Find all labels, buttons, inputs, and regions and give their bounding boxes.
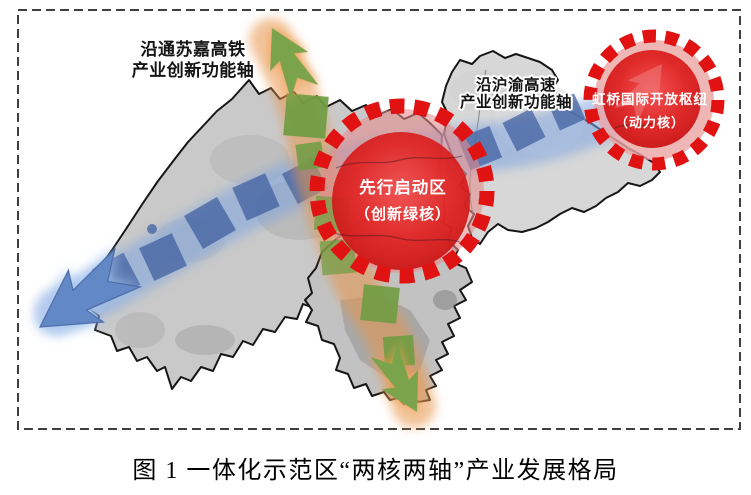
county-boundary-line — [335, 155, 463, 169]
axis-label-tongsujia-line2: 产业创新功能轴 — [132, 60, 255, 80]
axis-label-huyu-line1: 沿沪渝高速 — [476, 75, 556, 94]
blue-axis-node — [232, 173, 280, 221]
blue-axis-node — [184, 197, 236, 249]
blue-axis-dot — [147, 224, 157, 234]
green-axis-node — [283, 93, 329, 139]
figure-dashed-border — [17, 9, 741, 430]
axis-label-huyu-line2: 产业创新功能轴 — [460, 92, 572, 111]
hongqiao-core-title: 虹桥国际开放枢纽 — [592, 91, 708, 107]
hongqiao-core-inner-circle — [603, 50, 701, 148]
pilot-core-inner-circle — [332, 132, 470, 270]
hongqiao-core-dashed-ring — [583, 29, 725, 171]
county-boundaries — [329, 123, 653, 243]
map-patch-dark — [433, 290, 457, 310]
green-axis-node — [360, 284, 400, 324]
blue-axis-node — [502, 108, 546, 152]
pilot-core-subtitle: （创新绿核） — [355, 205, 451, 223]
blue-axis-node — [139, 233, 187, 281]
figure-caption: 图 1 一体化示范区“两核两轴”产业发展格局 — [132, 458, 619, 484]
county-boundary-line — [614, 123, 653, 129]
pilot-core-title: 先行启动区 — [359, 177, 447, 197]
county-boundary-line — [329, 231, 461, 243]
map-patch — [115, 312, 165, 348]
map-patch — [175, 325, 235, 355]
axis-label-tongsujia-line1: 沿通苏嘉高铁 — [141, 39, 246, 59]
blue-axis-node — [548, 93, 586, 131]
pilot-core-dashed-ring — [309, 98, 495, 284]
hongqiao-core-subtitle: （动力核） — [615, 115, 685, 130]
map-patch — [450, 70, 510, 110]
